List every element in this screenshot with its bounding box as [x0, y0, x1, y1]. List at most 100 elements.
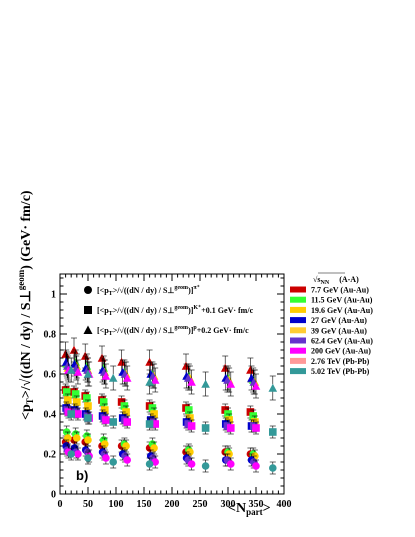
x-axis-title: <Npart>: [228, 501, 271, 517]
x-tick-labels: 0 50 100 150 200 250 300 350 400: [58, 499, 292, 510]
x-tick-label: 350: [249, 499, 264, 510]
circle-marker: [102, 454, 110, 462]
square-marker: [67, 410, 75, 418]
y-axis-title: <pT>/√((dN / dy) / S⊥geom) (GeV· fm/c): [16, 190, 35, 420]
y-tick-label: 0.6: [44, 370, 57, 381]
axis-ticks: [59, 274, 285, 495]
square-marker: [64, 396, 72, 404]
energy-legend-label: 19.6 GeV (Au-Au): [311, 306, 373, 315]
series-triangle: [66, 357, 278, 401]
circle-marker: [123, 456, 131, 464]
triangle-marker: [108, 373, 118, 382]
x-tick-label: 200: [165, 499, 180, 510]
x-tick-label: 50: [83, 499, 93, 510]
square-marker: [145, 420, 154, 428]
energy-legend-label: 39 GeV (Au-Au): [311, 326, 367, 335]
data-points: [61, 337, 278, 475]
energy-legend-swatch: [290, 337, 306, 344]
energy-legend-swatch: [290, 286, 306, 293]
square-marker: [109, 418, 117, 426]
triangle-marker: [183, 373, 193, 382]
formula-legend-entry: [<pT>/√((dN / dy) / S⊥geom)]π⁺: [97, 284, 200, 297]
triangle-marker: [73, 367, 83, 376]
circle-marker: [269, 464, 277, 472]
circle-marker: [64, 434, 72, 442]
energy-legend-label: 2.76 TeV (Pb-Pb): [311, 357, 370, 366]
triangle-marker: [101, 371, 111, 380]
square-marker: [269, 428, 277, 436]
square-marker: [150, 410, 158, 418]
square-marker: [99, 398, 108, 406]
x-tick-label: 0: [58, 499, 63, 510]
triangle-marker: [150, 375, 160, 384]
energy-legend-label: 11.5 GeV (Au-Au): [311, 296, 373, 305]
formula-legend: [<pT>/√((dN / dy) / S⊥geom)]π⁺ [<pT>/√((d…: [83, 284, 254, 337]
y-tick-label: 0.8: [44, 330, 57, 341]
square-marker: [201, 424, 210, 432]
formula-legend-entry: [<pT>/√((dN / dy) / S⊥geom)]p+0.2 GeV· f…: [97, 325, 249, 337]
energy-legend-swatch: [290, 368, 306, 375]
square-marker: [62, 388, 71, 396]
square-marker: [117, 398, 126, 406]
triangle-marker: [268, 383, 278, 392]
square-marker: [84, 414, 92, 422]
series-circle: [67, 447, 277, 475]
energy-legend-swatch: [290, 347, 306, 354]
energy-legend-swatch: [290, 327, 306, 334]
square-marker: [73, 398, 81, 406]
x-tick-label: 250: [193, 499, 208, 510]
triangle-marker: [83, 325, 93, 334]
circle-marker: [67, 450, 75, 458]
circle-marker: [101, 440, 109, 448]
triangle-marker: [145, 377, 154, 386]
energy-legend-swatch: [290, 357, 306, 364]
panel-label: b): [76, 468, 88, 483]
energy-legend-swatch: [290, 317, 306, 324]
triangle-marker: [122, 373, 132, 382]
y-tick-label: 1: [51, 290, 56, 301]
x-tick-label: 400: [277, 499, 292, 510]
energy-legend-swatch: [290, 306, 306, 313]
formula-legend-entry: [<pT>/√((dN / dy) / S⊥geom)]K⁺+0.1 GeV· …: [97, 304, 254, 317]
energy-legend: √sNN (A-A)7.7 GeV (Au-Au)11.5 GeV (Au-Au)…: [290, 272, 373, 376]
square-marker: [84, 402, 92, 410]
circle-marker: [187, 460, 196, 468]
circle-marker: [84, 286, 92, 294]
energy-legend-label: 27 GeV (Au-Au): [311, 316, 367, 325]
circle-marker: [150, 444, 158, 452]
square-marker: [102, 416, 110, 424]
square-marker: [221, 406, 229, 414]
triangle-marker: [83, 369, 93, 378]
series-triangle: [64, 357, 261, 399]
triangle-marker: [117, 357, 126, 366]
square-marker: [227, 424, 235, 432]
square-marker: [187, 422, 196, 430]
circle-marker: [109, 458, 117, 466]
square-marker: [151, 420, 159, 428]
square-marker: [83, 394, 91, 402]
circle-marker: [122, 442, 130, 450]
triangle-marker: [223, 375, 232, 384]
square-marker: [84, 306, 92, 314]
series-triangle: [62, 353, 259, 395]
energy-legend-header: √sNN (A-A): [313, 275, 359, 286]
triangle-marker: [226, 379, 236, 388]
energy-legend-label: 200 GeV (Au-Au): [311, 347, 371, 356]
circle-marker: [73, 434, 81, 442]
y-tick-label: 0.4: [44, 410, 57, 421]
y-tick-labels: 0 0.2 0.4 0.6 0.8 1: [44, 290, 57, 501]
series-square: [67, 407, 277, 439]
square-marker: [122, 408, 130, 416]
circle-marker: [74, 450, 82, 458]
triangle-marker: [246, 365, 255, 374]
circle-marker: [227, 460, 235, 468]
x-tick-label: 300: [221, 499, 236, 510]
square-marker: [185, 406, 193, 414]
x-tick-label: 100: [109, 499, 124, 510]
series-triangle: [63, 353, 260, 395]
circle-marker: [84, 436, 92, 444]
x-tick-label: 150: [137, 499, 152, 510]
y-tick-label: 0.2: [44, 450, 57, 461]
square-marker: [246, 408, 255, 416]
